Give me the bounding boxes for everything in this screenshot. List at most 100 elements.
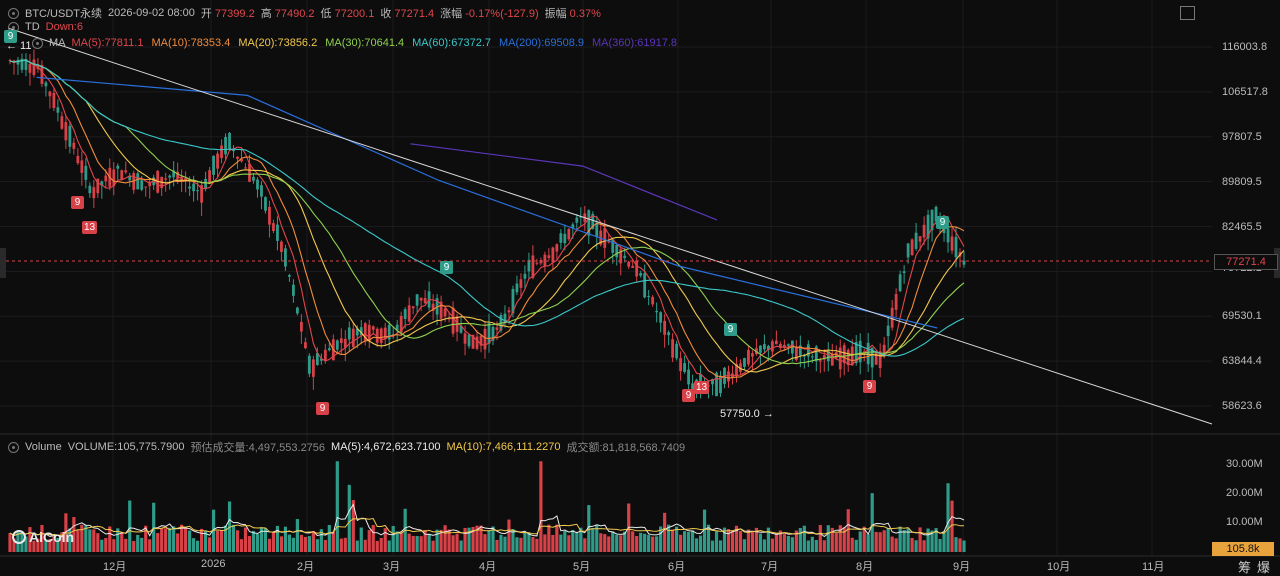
volume-bar bbox=[579, 527, 583, 552]
candle-body bbox=[463, 333, 467, 344]
candle-body bbox=[347, 327, 351, 340]
candle-body bbox=[371, 326, 375, 330]
volume-bar bbox=[431, 540, 435, 552]
candle-body bbox=[882, 344, 886, 356]
volume-bar bbox=[706, 524, 711, 552]
candle-body bbox=[619, 249, 623, 264]
volume-bar bbox=[902, 530, 906, 552]
candle-body bbox=[116, 165, 120, 169]
volume-bar bbox=[750, 531, 755, 552]
candle-body bbox=[20, 58, 24, 70]
candle-body bbox=[40, 65, 44, 84]
volume-bar bbox=[499, 534, 503, 552]
td-badge: 13 bbox=[82, 221, 98, 234]
candle-body bbox=[759, 345, 762, 353]
volume-bar bbox=[315, 539, 319, 552]
ma30-line bbox=[9, 59, 965, 365]
volume-visibility-eye-icon[interactable] bbox=[8, 441, 19, 453]
candle-body bbox=[679, 358, 682, 372]
candle-body bbox=[930, 209, 934, 231]
ma20-line bbox=[9, 59, 965, 373]
fullscreen-icon[interactable] bbox=[1180, 6, 1195, 20]
candle-body bbox=[252, 176, 255, 181]
candle-body bbox=[671, 339, 675, 358]
candle-body bbox=[447, 318, 451, 320]
amp-label: 振幅 bbox=[544, 8, 567, 20]
volume-bar bbox=[120, 532, 124, 552]
volume-bar bbox=[599, 533, 603, 552]
volume-bar bbox=[92, 529, 96, 552]
volume-ma10: MA(10):7,466,111.2270 bbox=[446, 441, 561, 453]
candle-body bbox=[727, 371, 730, 382]
time-tick: 9月 bbox=[953, 561, 971, 573]
volume-bar bbox=[786, 535, 790, 552]
candle-body bbox=[256, 179, 259, 190]
visibility-eye-icon[interactable] bbox=[8, 7, 19, 19]
volume-bar bbox=[746, 529, 751, 552]
volume-bar bbox=[686, 531, 691, 552]
candle-body bbox=[539, 260, 543, 264]
volume-bar bbox=[742, 539, 747, 552]
volume-bar bbox=[690, 530, 695, 552]
volume-bar bbox=[160, 527, 164, 552]
candle-body bbox=[104, 175, 108, 182]
candle-body bbox=[782, 344, 786, 348]
chip-distribution-button[interactable]: 筹 bbox=[1238, 560, 1258, 575]
td-badge: 9 bbox=[71, 196, 84, 209]
candle-body bbox=[575, 217, 579, 223]
volume-bar bbox=[583, 538, 587, 552]
volume-bar bbox=[906, 528, 910, 552]
volume-bar bbox=[774, 532, 778, 552]
volume-bar bbox=[483, 534, 487, 552]
volume-bar bbox=[567, 535, 571, 552]
candle-body bbox=[962, 260, 966, 265]
volume-bar bbox=[587, 505, 591, 552]
volume-bar bbox=[822, 540, 826, 552]
candle-body bbox=[854, 341, 858, 364]
candle-body bbox=[950, 236, 954, 251]
ma-visibility-eye-icon[interactable] bbox=[32, 37, 43, 49]
candle-body bbox=[794, 347, 798, 361]
candle-body bbox=[910, 239, 914, 256]
candle-body bbox=[200, 185, 203, 203]
candle-body bbox=[84, 165, 88, 180]
candle-body bbox=[874, 351, 878, 365]
volume-bar bbox=[211, 509, 216, 552]
candle-body bbox=[487, 322, 491, 344]
volume-bar bbox=[770, 538, 775, 552]
volume-bar bbox=[535, 538, 539, 552]
liquidation-button[interactable]: 爆 bbox=[1257, 560, 1277, 575]
candle-body bbox=[407, 305, 411, 322]
left-drag-handle[interactable] bbox=[0, 248, 6, 278]
candle-body bbox=[631, 265, 635, 268]
candle-body bbox=[627, 261, 631, 267]
left-scroll-annotation[interactable]: ← 11 bbox=[6, 40, 32, 52]
price-tick: 106517.8 bbox=[1222, 85, 1268, 98]
volume-bar bbox=[259, 527, 264, 552]
candle-body bbox=[543, 254, 547, 266]
volume-bar bbox=[854, 539, 858, 552]
volume-bar bbox=[84, 525, 88, 552]
candle-body bbox=[343, 338, 347, 348]
volume-ma5: MA(5):4,672,623.7100 bbox=[331, 441, 441, 453]
close-value: 77271.4 bbox=[394, 8, 435, 20]
candle-body bbox=[771, 341, 774, 352]
volume-bar bbox=[124, 538, 128, 552]
candle-body bbox=[276, 224, 279, 241]
candle-body bbox=[148, 181, 152, 187]
volume-bar bbox=[734, 525, 739, 552]
candle-body bbox=[763, 344, 766, 350]
candle-body bbox=[68, 125, 72, 147]
candle-body bbox=[240, 158, 243, 162]
candle-body bbox=[571, 224, 575, 229]
volume-bar bbox=[395, 531, 399, 552]
volume-bar bbox=[487, 530, 491, 552]
candle-body bbox=[906, 243, 910, 258]
volume-bar bbox=[88, 529, 92, 552]
candle-body bbox=[834, 352, 838, 359]
ma-item-1: MA(10):78353.4 bbox=[151, 37, 231, 49]
volume-bar bbox=[323, 540, 327, 552]
volume-bar bbox=[335, 461, 339, 552]
volume-bar bbox=[515, 537, 519, 552]
